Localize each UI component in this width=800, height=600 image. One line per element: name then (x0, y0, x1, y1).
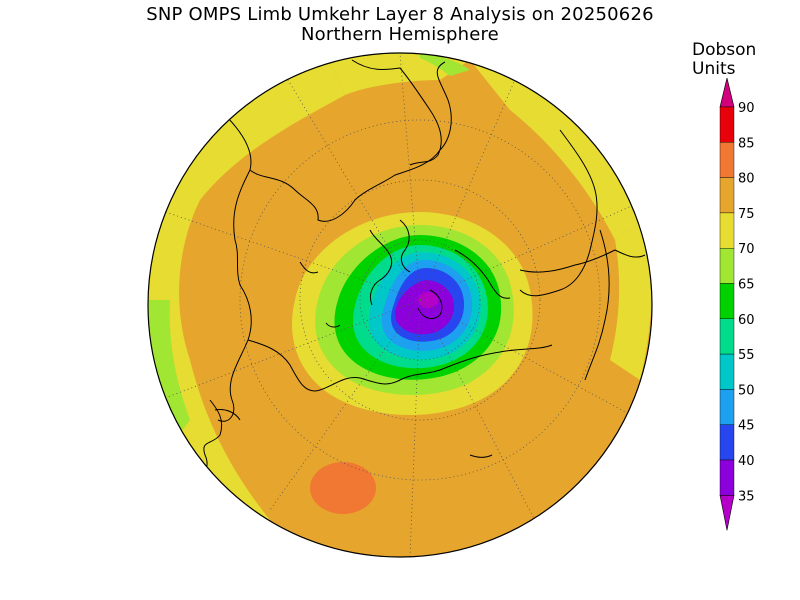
colorbar-tick-label: 35 (738, 489, 755, 504)
colorbar-unit-label: Dobson (692, 40, 757, 60)
colorbar-tick-label: 40 (738, 454, 755, 469)
colorbar-band (719, 424, 735, 461)
colorbar-band (719, 142, 735, 178)
colorbar-band (719, 247, 735, 284)
colorbar-band (719, 459, 735, 496)
colorbar-tick-label: 60 (738, 313, 755, 328)
colorbar-tick-label: 70 (738, 242, 755, 257)
map-subtitle: Northern Hemisphere (301, 24, 499, 45)
colorbar-band (719, 106, 735, 143)
colorbar-tick-label: 75 (738, 207, 755, 222)
field-80-85 (310, 462, 376, 514)
colorbar-unit-label-2: Units (692, 59, 736, 79)
colorbar-band (719, 318, 735, 355)
colorbar-band (719, 212, 735, 249)
coastlines (189, 59, 646, 475)
colorbar-tick-label: 55 (738, 348, 755, 363)
colorbar-band (719, 283, 735, 319)
map-title: SNP OMPS Limb Umkehr Layer 8 Analysis on… (146, 4, 654, 25)
field-70-75-west (148, 63, 345, 540)
colorbar-band (719, 177, 735, 214)
colorbar-tick-label: 65 (738, 278, 755, 293)
colorbar-tick-label: 90 (738, 101, 755, 116)
colorbar-tick-label: 80 (738, 172, 755, 187)
colorbar-tick-label: 45 (738, 419, 755, 434)
colorbar-tick-label: 85 (738, 136, 755, 151)
field-65-70-north-edge (420, 53, 470, 76)
ozone-field (148, 53, 652, 557)
colorbar-bottom-arrow (719, 495, 735, 531)
field-65-70-west-edge (148, 300, 190, 440)
colorbar-band (719, 389, 735, 425)
graticule (159, 53, 646, 557)
field-min (418, 292, 438, 308)
field-70-75-east (610, 220, 652, 380)
colorbar-top-arrow (719, 77, 735, 108)
colorbar-band (719, 353, 735, 390)
colorbar-tick-label: 50 (738, 383, 755, 398)
map-boundary (147, 52, 653, 558)
field-70-75-northeast (470, 60, 645, 240)
